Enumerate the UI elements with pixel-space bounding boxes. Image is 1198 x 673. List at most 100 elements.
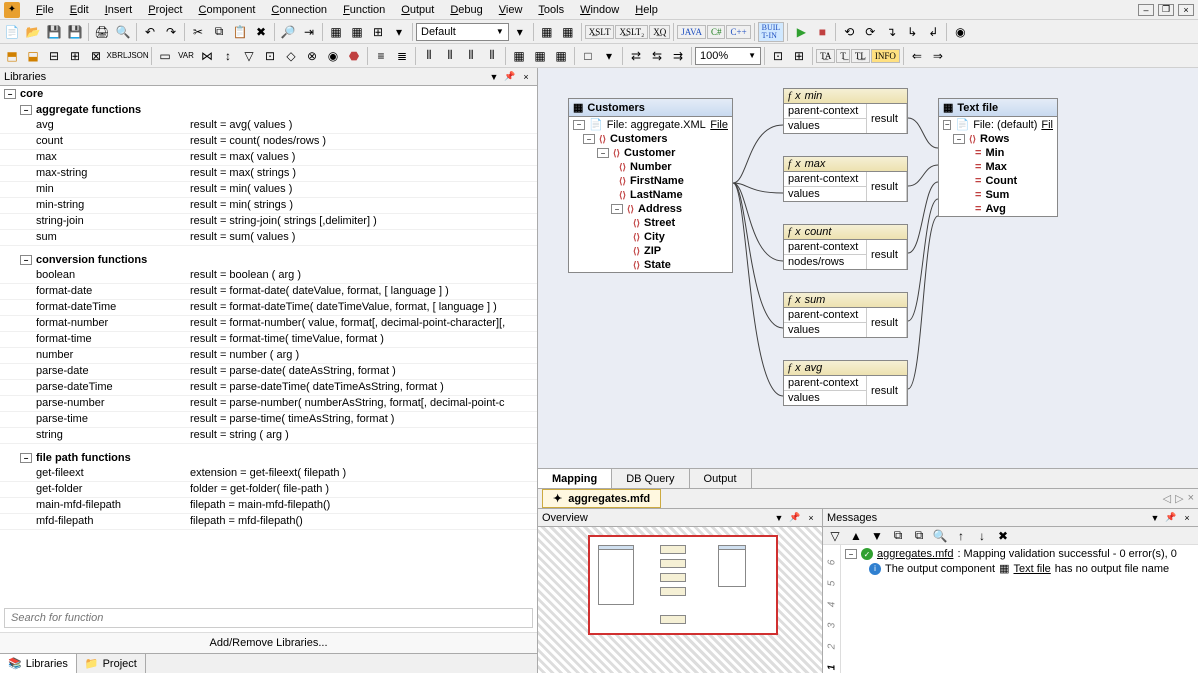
- menu-view[interactable]: View: [491, 2, 531, 18]
- const-icon[interactable]: ▭: [155, 46, 175, 66]
- csharp-button[interactable]: C#: [707, 25, 726, 39]
- save-icon[interactable]: 💾: [44, 22, 64, 42]
- function-avg[interactable]: avgresult = avg( values ): [0, 118, 537, 134]
- new-icon[interactable]: 📄: [2, 22, 22, 42]
- tab-close-icon[interactable]: ×: [1188, 492, 1194, 505]
- findnext-icon[interactable]: ⇥: [299, 22, 319, 42]
- stop-icon[interactable]: ■: [812, 22, 832, 42]
- panel-close-icon[interactable]: ×: [1180, 511, 1194, 525]
- function-box-sum[interactable]: fx sumparent-contextvaluesresult: [783, 292, 908, 338]
- undo-icon[interactable]: ↶: [140, 22, 160, 42]
- if-icon[interactable]: ◇: [281, 46, 301, 66]
- redo-icon[interactable]: ↷: [161, 22, 181, 42]
- g3-icon[interactable]: ▦: [551, 46, 571, 66]
- function-box-avg[interactable]: fx avgparent-contextvaluesresult: [783, 360, 908, 406]
- function-count[interactable]: countresult = count( nodes/rows ): [0, 134, 537, 150]
- close-button[interactable]: ×: [1178, 4, 1194, 16]
- function-box-min[interactable]: fx minparent-contextvaluesresult: [783, 88, 908, 134]
- tab-next-icon[interactable]: ▷: [1175, 492, 1183, 505]
- function-min-string[interactable]: min-stringresult = min( strings ): [0, 198, 537, 214]
- menu-connection[interactable]: Connection: [263, 2, 335, 18]
- function-mfd-filepath[interactable]: mfd-filepathfilepath = mfd-filepath(): [0, 514, 537, 530]
- c3-icon[interactable]: ⇉: [668, 46, 688, 66]
- db-icon[interactable]: ⬓: [23, 46, 43, 66]
- panel-pin-icon[interactable]: 📌: [788, 511, 802, 525]
- paste-icon[interactable]: 📋: [230, 22, 250, 42]
- msg-find-icon[interactable]: 🔍: [930, 526, 950, 546]
- msg-findnext-icon[interactable]: ↓: [972, 526, 992, 546]
- panel-pin-icon[interactable]: 📌: [1164, 511, 1178, 525]
- msg-copy-icon[interactable]: ⧉: [888, 526, 908, 546]
- p4-icon[interactable]: ⦀: [482, 46, 502, 66]
- function-format-date[interactable]: format-dateresult = format-date( dateVal…: [0, 284, 537, 300]
- function-format-time[interactable]: format-timeresult = format-time( timeVal…: [0, 332, 537, 348]
- panel-close-icon[interactable]: ×: [804, 511, 818, 525]
- function-string-join[interactable]: string-joinresult = string-join( strings…: [0, 214, 537, 230]
- message-file-link[interactable]: aggregates.mfd: [877, 548, 953, 560]
- java-button[interactable]: JAVA: [677, 25, 706, 39]
- print-icon[interactable]: 🖨: [92, 22, 112, 42]
- back-icon[interactable]: ⇐: [907, 46, 927, 66]
- fwd-icon[interactable]: ⇒: [928, 46, 948, 66]
- h1-icon[interactable]: □: [578, 46, 598, 66]
- file-link[interactable]: Fil: [1041, 119, 1053, 131]
- panel-pin-icon[interactable]: 📌: [503, 70, 517, 84]
- xbrl-icon[interactable]: XBRL: [107, 46, 127, 66]
- d4-icon[interactable]: ↳: [902, 22, 922, 42]
- function-max[interactable]: maxresult = max( values ): [0, 150, 537, 166]
- panel-menu-icon[interactable]: ▼: [772, 511, 786, 525]
- function-box-max[interactable]: fx maxparent-contextvaluesresult: [783, 156, 908, 202]
- msg-findprev-icon[interactable]: ↑: [951, 526, 971, 546]
- var-icon[interactable]: VAR: [176, 46, 196, 66]
- function-parse-number[interactable]: parse-numberresult = parse-number( numbe…: [0, 396, 537, 412]
- function-max-string[interactable]: max-stringresult = max( strings ): [0, 166, 537, 182]
- t4-icon[interactable]: ▾: [389, 22, 409, 42]
- function-main-mfd-filepath[interactable]: main-mfd-filepathfilepath = main-mfd-fil…: [0, 498, 537, 514]
- sort-icon[interactable]: ↕: [218, 46, 238, 66]
- msg-filter-icon[interactable]: ▽: [825, 526, 845, 546]
- p1-icon[interactable]: ⦀: [419, 46, 439, 66]
- function-min[interactable]: minresult = min( values ): [0, 182, 537, 198]
- panel-menu-icon[interactable]: ▼: [1148, 511, 1162, 525]
- function-format-number[interactable]: format-numberresult = format-number( val…: [0, 316, 537, 332]
- xml-icon[interactable]: ⬒: [2, 46, 22, 66]
- align1-icon[interactable]: ≡: [371, 46, 391, 66]
- xq-button[interactable]: X͟Q: [649, 25, 670, 39]
- h2-icon[interactable]: ▾: [599, 46, 619, 66]
- function-string[interactable]: stringresult = string ( arg ): [0, 428, 537, 444]
- tab-prev-icon[interactable]: ◁: [1163, 492, 1171, 505]
- menu-tools[interactable]: Tools: [530, 2, 572, 18]
- menu-help[interactable]: Help: [627, 2, 666, 18]
- info-button[interactable]: INFO: [871, 49, 900, 63]
- d2-icon[interactable]: ⟳: [860, 22, 880, 42]
- t5-icon[interactable]: ▾: [510, 22, 530, 42]
- component-customers[interactable]: ▦Customers −📄 File: aggregate.XMLFile −⟨…: [568, 98, 733, 273]
- message-component-link[interactable]: Text file: [1013, 563, 1050, 575]
- ord-icon[interactable]: ◉: [323, 46, 343, 66]
- file-tab[interactable]: ✦ aggregates.mfd: [542, 489, 661, 508]
- tl-button[interactable]: T͟L̲: [851, 49, 870, 63]
- ta-button[interactable]: T͟A: [816, 49, 835, 63]
- g2-icon[interactable]: ▦: [530, 46, 550, 66]
- t-button[interactable]: T͟: [836, 49, 850, 63]
- d5-icon[interactable]: ↲: [923, 22, 943, 42]
- tab-dbquery[interactable]: DB Query: [612, 469, 689, 488]
- msg-copy2-icon[interactable]: ⧉: [909, 526, 929, 546]
- msg-prev-icon[interactable]: ▲: [846, 526, 866, 546]
- menu-window[interactable]: Window: [572, 2, 627, 18]
- collapse-icon[interactable]: −: [953, 134, 965, 144]
- collapse-icon[interactable]: −: [583, 134, 595, 144]
- t7-icon[interactable]: ▦: [558, 22, 578, 42]
- cut-icon[interactable]: ✂: [188, 22, 208, 42]
- collapse-icon[interactable]: −: [943, 120, 951, 130]
- ff-icon[interactable]: ⊞: [65, 46, 85, 66]
- t6-icon[interactable]: ▦: [537, 22, 557, 42]
- c1-icon[interactable]: ⇄: [626, 46, 646, 66]
- find-icon[interactable]: 🔎: [278, 22, 298, 42]
- collapse-icon[interactable]: −: [573, 120, 585, 130]
- menu-project[interactable]: Project: [140, 2, 190, 18]
- z1-icon[interactable]: ⊡: [768, 46, 788, 66]
- ws-icon[interactable]: ⊠: [86, 46, 106, 66]
- zoom-combo[interactable]: 100%▼: [695, 47, 761, 65]
- p2-icon[interactable]: ⦀: [440, 46, 460, 66]
